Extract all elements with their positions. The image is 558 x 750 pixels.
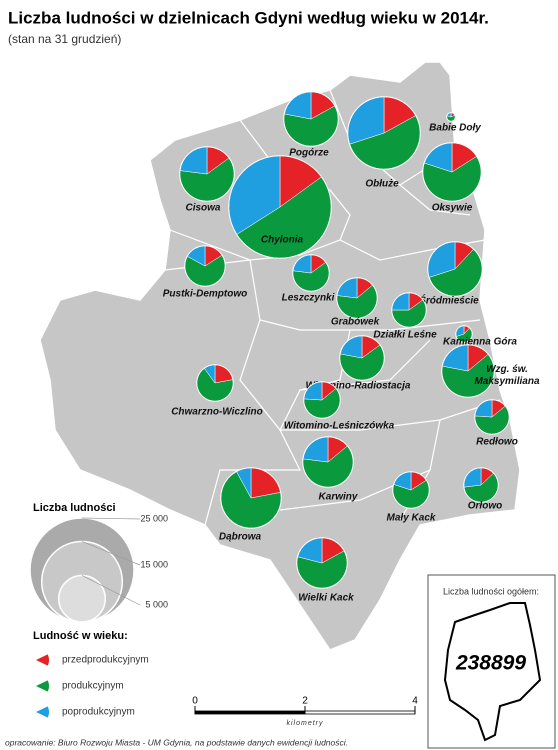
pie-slice <box>393 471 412 491</box>
size-legend-label: 15 000 <box>140 559 168 569</box>
pie-slice <box>340 335 363 359</box>
pie-slice <box>302 445 354 488</box>
age-legend-label: przedprodukcyjnym <box>62 655 149 666</box>
pie-slice <box>427 241 456 278</box>
pie-slice <box>284 91 312 120</box>
inset-outline <box>443 602 542 742</box>
pie-slice <box>456 327 473 343</box>
pie-slice <box>474 405 510 435</box>
pie-slice <box>424 142 453 173</box>
district-label: Karwiny <box>319 492 358 503</box>
pie-slice <box>250 467 281 499</box>
age-legend-label: produkcyjnym <box>62 681 124 692</box>
pie-slice <box>196 368 234 402</box>
pie-slice <box>446 114 456 122</box>
size-legend-leader <box>81 575 141 606</box>
inset-total: 238899 <box>455 652 526 675</box>
district-label: Wielki Kack <box>298 593 354 604</box>
pie-slice <box>179 146 208 175</box>
district-label: Śródmieście <box>419 294 479 307</box>
scale-tick-label: 0 <box>192 696 198 707</box>
size-legend-label: 25 000 <box>140 513 168 523</box>
district-label: Pogórze <box>289 148 329 159</box>
age-legend-swatch <box>36 654 50 666</box>
pie-slice <box>303 381 323 401</box>
pie-slice <box>336 277 358 299</box>
pie-slice <box>339 344 385 381</box>
district-label: Leszczynki <box>282 293 335 304</box>
size-legend-leader <box>81 541 141 566</box>
pie-slice <box>292 254 312 274</box>
size-legend-label: 5 000 <box>145 599 168 609</box>
district-label: Babie Doły <box>429 123 481 134</box>
pie-slice <box>391 292 410 311</box>
size-legend-title: Liczba ludności <box>33 502 116 514</box>
title: Liczba ludności w dzielnicach Gdyni wedł… <box>8 8 489 27</box>
district-label: Grabówek <box>331 317 380 328</box>
pie-slice <box>349 115 421 170</box>
pie-slice <box>302 436 329 463</box>
pie-slice <box>347 96 385 145</box>
size-legend-leader <box>81 517 141 520</box>
district-label: Cisowa <box>185 203 220 214</box>
pie-slice <box>422 156 482 202</box>
district-label: Pustki-Demptowo <box>163 289 247 300</box>
pie-slice <box>179 157 235 202</box>
pie-slice <box>187 245 206 267</box>
district-label: Orłowo <box>468 501 502 512</box>
pie-slice <box>446 112 452 118</box>
district-label: Dąbrowa <box>219 532 262 543</box>
pie-slice <box>220 471 282 529</box>
district-label: Redłowo <box>476 437 518 448</box>
pie-slice <box>442 344 469 372</box>
pie-slice <box>463 467 482 488</box>
scale-bar-fill <box>195 711 305 714</box>
subtitle: (stan na 31 grudzień) <box>8 32 121 46</box>
inset-title: Liczba ludności ogółem: <box>443 586 539 596</box>
pie-slice <box>236 176 332 259</box>
pie-slice <box>228 155 281 235</box>
pie-slice <box>455 325 465 337</box>
pie-slice <box>429 248 483 297</box>
district-label: Wzg. św. Maksymiliana <box>474 364 540 387</box>
pie-slice <box>279 155 322 208</box>
pie-slice <box>474 399 493 418</box>
pie-slice <box>391 299 427 328</box>
district-label: Chwarzno-Wiczlino <box>171 407 263 418</box>
district-label: Obłuże <box>365 179 399 190</box>
scale-tick-label: 4 <box>412 696 418 707</box>
pie-slice <box>441 354 495 398</box>
district-label: Witomino-Radiostacja <box>306 381 411 392</box>
pie-slice <box>236 467 252 499</box>
scale-unit: kilometry <box>286 720 323 727</box>
pie-slice <box>463 473 499 503</box>
pie-slice <box>292 262 330 292</box>
scale-tick-label: 2 <box>302 696 308 707</box>
district-label: Kamienna Góra <box>443 337 517 348</box>
pie-slice <box>297 537 323 564</box>
size-legend-circle <box>57 574 107 623</box>
district-label: Oksywie <box>432 203 473 214</box>
pie-slice <box>303 388 341 419</box>
district-label: Mały Kack <box>387 513 436 524</box>
pie-slice <box>283 105 339 147</box>
district-label: Działki Leśne <box>373 330 437 341</box>
pie-slice <box>184 254 226 287</box>
district-label: Chylonia <box>261 235 304 246</box>
age-legend-title: Ludność w wieku: <box>33 630 128 642</box>
age-legend-swatch <box>36 706 50 718</box>
source: opracowanie: Biuro Rozwoju Miasta - UM G… <box>5 737 348 747</box>
age-legend-label: poprodukcyjnym <box>62 707 135 718</box>
pie-slice <box>296 550 348 589</box>
district-label: Witomino-Leśniczówka <box>284 421 395 432</box>
pie-slice <box>204 364 216 384</box>
pie-slice <box>336 284 378 319</box>
age-legend-swatch <box>36 680 50 692</box>
